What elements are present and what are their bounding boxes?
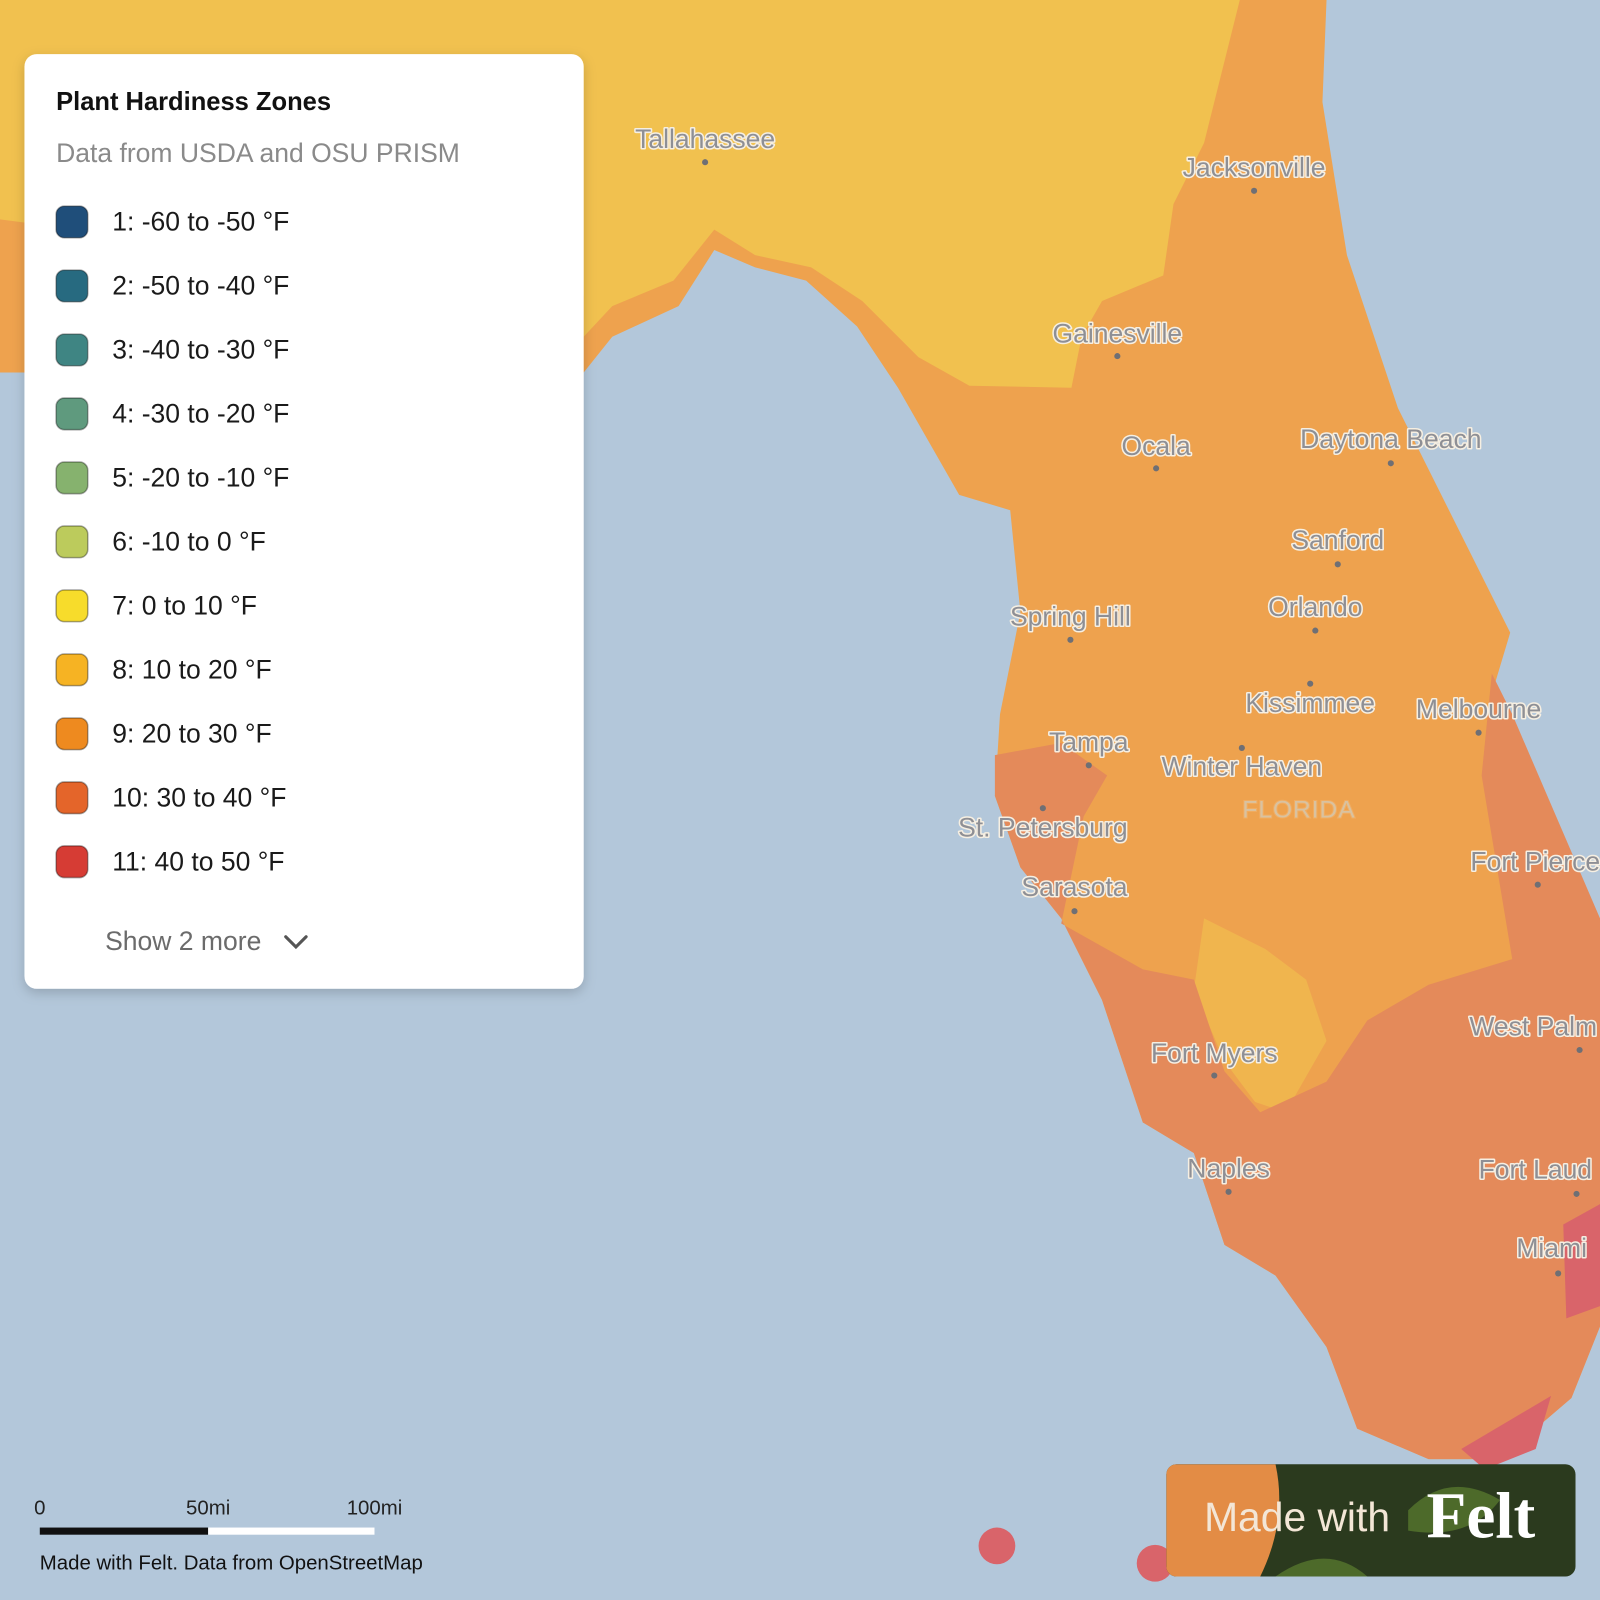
city-dot [1067, 636, 1074, 643]
city-label: Winter Haven [1162, 751, 1323, 781]
scale-bar: 0 50mi 100mi [34, 1498, 402, 1535]
legend-swatch [55, 333, 89, 367]
city-dot [1576, 1046, 1583, 1054]
city-label: West Palm [1469, 1012, 1597, 1042]
zone-8-area [1193, 918, 1327, 1113]
legend-swatch [55, 205, 89, 239]
badge-brand[interactable]: Felt [1427, 1480, 1536, 1552]
city-dot [1387, 460, 1394, 467]
scale-label: 0 [34, 1498, 45, 1520]
legend-swatch [55, 461, 89, 495]
scale-segment [39, 1527, 209, 1535]
legend-swatch [55, 525, 89, 559]
badge-blob [1408, 1486, 1500, 1533]
chevron-icon[interactable] [284, 935, 308, 950]
island [978, 1527, 1016, 1565]
legend-label: 7: 0 to 10 °F [112, 590, 257, 620]
city-dot [1573, 1190, 1580, 1197]
city-dot [1085, 762, 1092, 769]
city-label: Spring Hill [1010, 601, 1131, 631]
legend-label: 4: -30 to -20 °F [112, 398, 289, 428]
legend: Plant Hardiness Zones Data from USDA and… [24, 54, 584, 989]
city-dot [1307, 680, 1314, 687]
scale-segment [208, 1527, 375, 1535]
scale-label: 50mi [186, 1498, 230, 1520]
legend-label: 9: 20 to 30 °F [112, 718, 271, 748]
legend-swatch [55, 397, 89, 431]
legend-swatch [55, 589, 89, 623]
city-label: Kissimmee [1245, 688, 1375, 718]
city-dot [1039, 805, 1046, 812]
city-dot [1225, 1188, 1232, 1195]
badge-blob [1166, 1464, 1280, 1577]
city-label: Gainesville [1052, 319, 1182, 349]
attribution: Made with Felt. Data from OpenStreetMap [40, 1553, 423, 1575]
city-label: Fort Laud [1479, 1154, 1593, 1184]
city-dot [1071, 908, 1078, 915]
legend-label: 11: 40 to 50 °F [112, 846, 284, 876]
scale-label: 100mi [347, 1498, 403, 1520]
island [1136, 1544, 1174, 1582]
legend-panel [24, 54, 584, 989]
city-dot [1114, 353, 1121, 360]
city-label: Jacksonville [1183, 152, 1326, 182]
city-label: Melbourne [1416, 694, 1541, 724]
city-label: Tampa [1049, 727, 1129, 757]
felt-badge[interactable]: Made with Felt [1166, 1464, 1576, 1577]
city-label: Miami [1516, 1233, 1587, 1263]
city-dot [1555, 1270, 1562, 1277]
city-label: Fort Myers [1151, 1038, 1278, 1068]
legend-label: 3: -40 to -30 °F [112, 334, 289, 364]
city-dot [1534, 881, 1541, 888]
city-labels: Tallahassee Jacksonville Gainesville Ocala D… [634, 122, 1600, 1277]
city-label: St. Petersburg [958, 813, 1127, 843]
city-dot [1475, 729, 1482, 736]
city-dot [1251, 187, 1258, 194]
legend-swatch [55, 269, 89, 303]
city-dot [1334, 561, 1341, 568]
legend-title: Plant Hardiness Zones [56, 88, 331, 116]
city-label: Ocala [1121, 431, 1191, 461]
legend-swatch [55, 717, 89, 751]
state-label: FLORIDA [1242, 797, 1355, 824]
legend-label: 2: -50 to -40 °F [112, 270, 289, 300]
zone-10-area [994, 673, 1600, 1460]
city-label: Sarasota [1021, 872, 1127, 902]
badge-prefix[interactable]: Made with [1204, 1494, 1390, 1540]
legend-label: 10: 30 to 40 °F [112, 782, 286, 812]
legend-label: 1: -60 to -50 °F [112, 206, 289, 236]
show-more-label[interactable]: Show 2 more [105, 926, 261, 956]
zone-11-area [1563, 1204, 1600, 1319]
city-dot [1211, 1072, 1218, 1079]
legend-label: 8: 10 to 20 °F [112, 654, 271, 684]
city-dot [702, 159, 709, 166]
city-label: Orlando [1268, 592, 1362, 622]
city-dot [1238, 744, 1245, 752]
city-label: Daytona Beach [1300, 424, 1481, 454]
city-label: Naples [1187, 1153, 1270, 1183]
legend-subtitle: Data from USDA and OSU PRISM [56, 138, 460, 168]
city-dot [1153, 465, 1160, 472]
legend-swatch [55, 781, 89, 815]
legend-label: 5: -20 to -10 °F [112, 462, 289, 492]
show-more-button[interactable]: Show 2 more [105, 926, 308, 956]
badge-blob [1275, 1558, 1368, 1577]
legend-swatch [55, 845, 89, 879]
city-label: Fort Pierce [1470, 846, 1600, 876]
city-dot [1312, 627, 1319, 634]
city-label: Tallahassee [635, 124, 775, 154]
legend-swatch [55, 653, 89, 687]
city-label: Sanford [1291, 525, 1384, 555]
legend-label: 6: -10 to 0 °F [112, 526, 266, 556]
legend-items: 1: -60 to -50 °F 2: -50 to -40 °F 3: -40 t… [55, 205, 289, 879]
zone-11-area [1461, 1395, 1552, 1470]
